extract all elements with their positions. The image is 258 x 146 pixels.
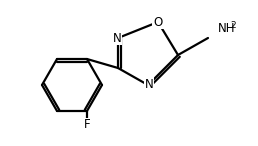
Text: O: O <box>153 15 163 28</box>
Text: N: N <box>145 78 153 91</box>
Text: F: F <box>84 119 90 132</box>
Text: NH: NH <box>218 21 236 34</box>
Text: 2: 2 <box>230 20 236 29</box>
Text: N: N <box>113 32 121 45</box>
